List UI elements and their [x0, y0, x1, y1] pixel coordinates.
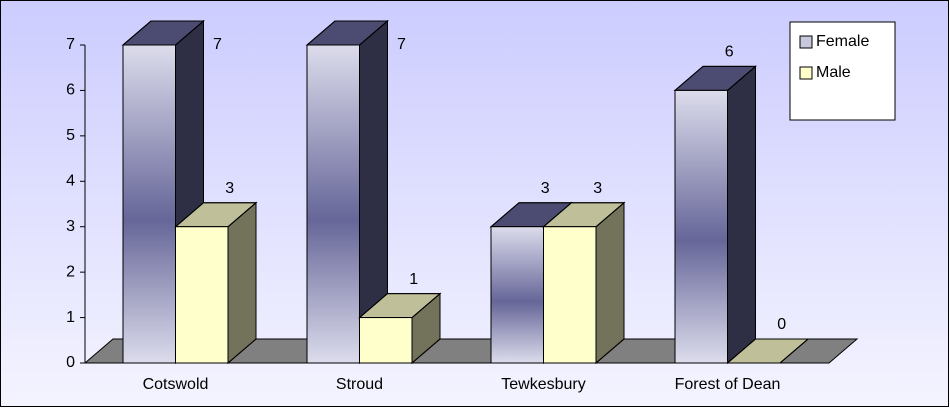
bar [726, 338, 810, 364]
legend-swatch [799, 66, 813, 80]
legend-swatch [799, 35, 813, 49]
data-label: 3 [593, 180, 602, 197]
x-tick-label: Stroud [336, 376, 383, 393]
data-label: 3 [225, 180, 234, 197]
plot-area: 0 1 2 3 4 5 6 7 7 3 Cotswold 7 1 Stroud 3 3 Tewkesbury 6 0… [66, 19, 896, 393]
bar-front [175, 226, 229, 364]
legend-label: Female [816, 33, 869, 50]
bar-front [543, 226, 597, 364]
data-label: 7 [397, 36, 406, 53]
y-tick-label: 5 [66, 127, 75, 144]
data-label: 1 [409, 271, 418, 288]
data-label: 7 [213, 36, 222, 53]
legend-label: Male [816, 64, 851, 81]
x-tick-label: Forest of Dean [675, 376, 781, 393]
y-tick-label: 0 [66, 354, 75, 371]
bar-top-shade [726, 338, 810, 364]
bar [305, 19, 389, 365]
y-tick-label: 3 [66, 218, 75, 235]
legend: Female Male [789, 21, 896, 121]
bar-front [306, 44, 360, 364]
bar-front [674, 89, 728, 364]
bar [542, 201, 626, 365]
bar-side-shade [595, 201, 625, 365]
y-tick-label: 4 [66, 173, 75, 190]
bar [673, 65, 757, 365]
bar-front [359, 317, 413, 364]
bar-side-shade [727, 65, 756, 365]
y-tick-label: 1 [66, 309, 75, 326]
bar [174, 201, 258, 365]
bar-front [490, 226, 544, 364]
data-label: 6 [725, 44, 734, 61]
x-tick-label: Cotswold [143, 376, 209, 393]
y-tick-label: 6 [66, 82, 75, 99]
data-label: 3 [541, 180, 550, 197]
x-tick-label: Tewkesbury [501, 376, 585, 393]
y-tick-label: 2 [66, 263, 75, 280]
y-tick-label: 7 [66, 36, 75, 53]
data-label: 0 [777, 316, 786, 333]
bar-side-shade [227, 201, 257, 365]
bar [358, 292, 442, 365]
bar-front [122, 44, 176, 364]
